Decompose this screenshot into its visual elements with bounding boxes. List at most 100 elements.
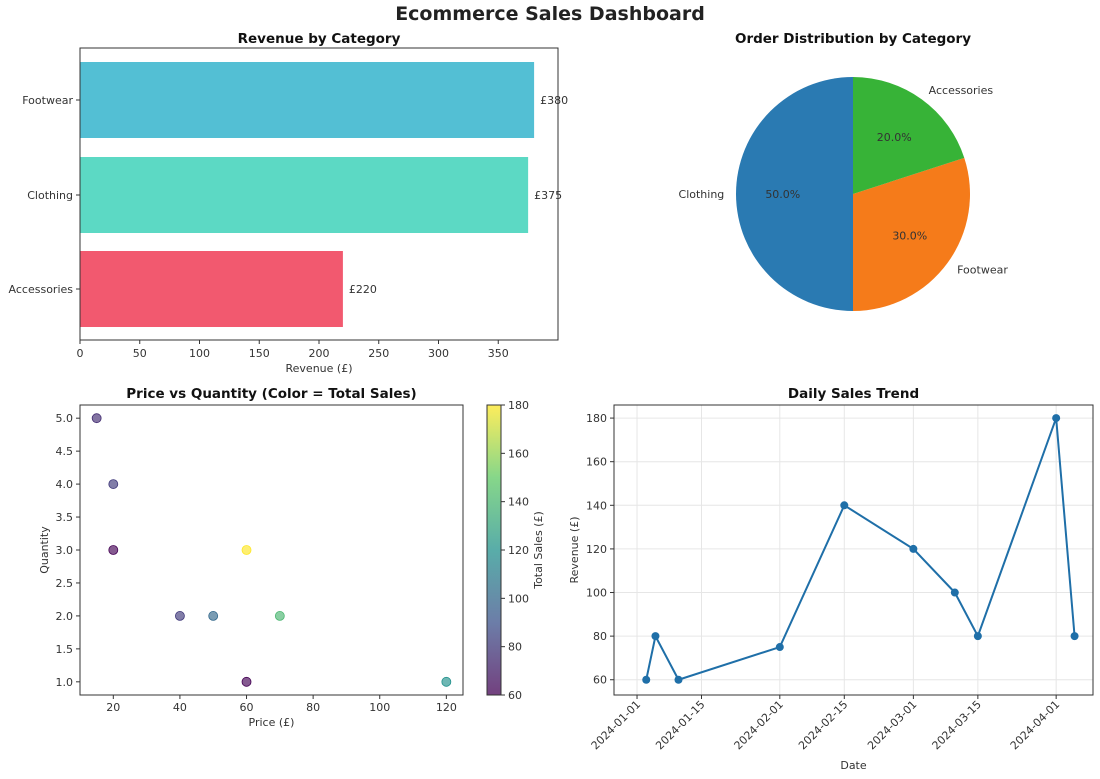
bar-accessories [80,251,343,327]
series-point [1070,632,1079,641]
x-tick-label: 40 [173,701,187,714]
x-tick-label: 50 [133,347,147,360]
x-tick-label: 100 [189,347,210,360]
x-tick-label: 2024-02-01 [732,698,786,752]
scatter-y-axis-label: Quantity [38,526,51,574]
x-tick-label: 250 [368,347,389,360]
pie-pct-label: 50.0% [765,188,800,201]
y-tick-label: 4.5 [56,445,74,458]
series-line [645,417,1076,681]
line-y-axis-label: Revenue (£) [568,517,581,584]
y-tick-label: 120 [586,543,607,556]
line-plot-frame [613,404,1094,696]
series-point [950,588,959,597]
y-tick-label: Footwear [22,94,73,107]
y-tick-label: 180 [586,412,607,425]
colorbar-tick-label: 180 [508,399,529,412]
y-tick-label: 60 [593,674,607,687]
scatter-point [441,676,452,687]
y-tick-label: Accessories [9,283,74,296]
pie-chart-order-distribution: Order Distribution by Category 50.0% Cloth… [679,31,1008,311]
x-tick-label: 2024-03-15 [930,698,984,752]
pie-category-label: Clothing [679,188,725,201]
colorbar-tick-label: 100 [508,592,529,605]
scatter-point [208,611,219,621]
pie-slice-footwear [853,157,970,311]
x-tick-label: 350 [488,347,509,360]
series-point [1052,414,1061,423]
bar-x-axis-label: Revenue (£) [286,362,353,375]
pie-pct-label: 20.0% [877,131,912,144]
line-x-axis-label: Date [840,759,867,772]
x-tick-label: 100 [369,701,390,714]
series-point [973,632,982,641]
bar-value-label: £375 [534,189,562,202]
bar-chart-revenue-by-category: Revenue by Category £220 Accessories £375 Cl… [9,31,569,375]
x-tick-label: 300 [428,347,449,360]
y-tick-label: 1.0 [56,676,74,689]
x-tick-label: 150 [249,347,270,360]
pie-category-label: Accessories [929,84,994,97]
bar-value-label: £380 [540,94,568,107]
y-tick-label: 2.0 [56,610,74,623]
y-tick-label: Clothing [27,189,73,202]
series-point [909,544,918,553]
bar-clothing [80,157,529,233]
x-tick-label: 2024-01-01 [589,698,643,752]
colorbar-label: Total Sales (£) [532,511,545,590]
pie-category-label: Footwear [957,264,1008,277]
y-tick-label: 1.5 [56,643,74,656]
bar-chart-title: Revenue by Category [238,31,401,47]
bar-footwear [80,62,535,138]
line-chart-daily-sales-trend: Daily Sales Trend 2024-01-01 2024-01-15 202… [568,386,1094,772]
x-tick-label: 2024-01-15 [653,698,707,752]
colorbar-tick-label: 160 [508,447,529,460]
colorbar-tick-label: 80 [508,641,522,654]
colorbar-tick-label: 140 [508,496,529,509]
y-tick-label: 160 [586,456,607,469]
colorbar-tick-label: 60 [508,689,522,702]
series-point [840,501,849,510]
series-point [775,643,784,652]
y-tick-label: 80 [593,630,607,643]
series-point [674,675,683,684]
series-point [651,632,660,641]
line-chart-title: Daily Sales Trend [788,386,919,402]
pie-slice-accessories [853,77,965,194]
scatter-x-axis-label: Price (£) [249,716,295,729]
scatter-point [108,479,119,489]
x-tick-label: 60 [240,701,254,714]
pie-pct-label: 30.0% [892,229,927,242]
bar-value-label: £220 [349,283,377,296]
series-point [642,675,651,684]
y-tick-label: 5.0 [56,412,74,425]
x-tick-label: 200 [309,347,330,360]
y-tick-label: 140 [586,499,607,512]
scatter-point [108,545,119,555]
scatter-point [175,611,185,621]
y-tick-label: 3.0 [56,544,74,557]
scatter-chart-title: Price vs Quantity (Color = Total Sales) [126,386,416,402]
x-tick-label: 120 [436,701,457,714]
x-tick-label: 2024-04-01 [1008,698,1062,752]
scatter-point [241,545,252,555]
scatter-point [241,676,252,687]
y-tick-label: 2.5 [56,577,74,590]
x-tick-label: 2024-02-15 [796,698,850,752]
y-tick-label: 3.5 [56,511,74,524]
x-tick-label: 20 [106,701,120,714]
scatter-chart-price-vs-quantity: Price vs Quantity (Color = Total Sales) 2… [38,386,545,729]
colorbar [486,404,502,696]
scatter-point [274,611,285,621]
x-tick-label: 2024-03-01 [865,698,919,752]
y-tick-label: 100 [586,587,607,600]
x-tick-label: 0 [77,347,84,360]
scatter-point [91,413,102,424]
y-tick-label: 4.0 [56,478,74,491]
page-title: Ecommerce Sales Dashboard [395,3,705,25]
colorbar-tick-label: 120 [508,544,529,557]
scatter-plot-frame [79,404,464,696]
pie-chart-title: Order Distribution by Category [735,31,971,47]
pie-slice-clothing [736,77,853,311]
